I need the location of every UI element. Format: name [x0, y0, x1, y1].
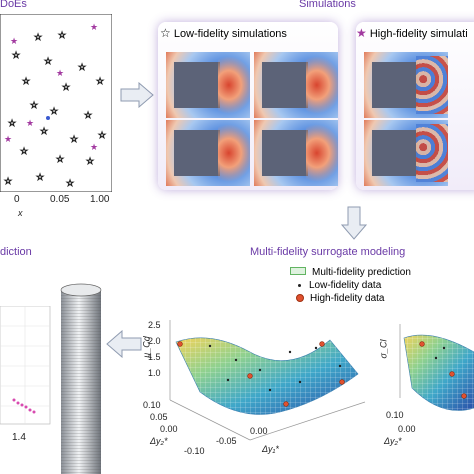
z-tick-1: 2.0	[148, 336, 161, 346]
svg-text:☆: ☆	[56, 154, 64, 164]
front-tick-2: 0.00	[160, 424, 178, 434]
low-fidelity-label: Low-fidelity simulations	[173, 28, 287, 40]
mean-cd-surface-plot	[169, 320, 366, 441]
legend-prediction: Multi-fidelity prediction	[290, 266, 411, 279]
low-fidelity-sim-1	[166, 52, 250, 118]
depth-tick-1: -0.05	[216, 436, 237, 446]
svg-text:☆: ☆	[44, 56, 52, 66]
svg-text:☆: ☆	[30, 100, 38, 110]
svg-text:★: ★	[90, 142, 98, 152]
legend-high: High-fidelity data	[296, 292, 411, 305]
svg-text:☆: ☆	[36, 172, 44, 182]
red-dot-icon	[296, 294, 304, 303]
arrow-down-icon	[341, 206, 367, 240]
surrogate-heading: Multi-fidelity surrogate modeling	[250, 246, 406, 258]
svg-text:☆: ☆	[70, 134, 78, 144]
axis-b-label: Δy₁*	[262, 444, 279, 454]
prediction-plot	[0, 306, 51, 425]
low-fidelity-sim-2	[254, 52, 338, 118]
svg-text:★: ★	[56, 68, 64, 78]
svg-text:☆: ☆	[22, 76, 30, 86]
svg-text:☆: ☆	[58, 30, 66, 40]
filled-star-icon: ★	[356, 26, 367, 40]
right-front-tick-0: 0.10	[386, 410, 404, 420]
z-tick-3: 1.0	[148, 368, 161, 378]
svg-text:☆: ☆	[8, 118, 16, 128]
legend-low: Low-fidelity data	[298, 279, 411, 292]
z-tick-2: 1.5	[148, 352, 161, 362]
axis-a-label: Δy₂*	[150, 436, 168, 446]
doe-points: ☆ ☆ ☆ ☆ ☆ ☆ ☆ ☆ ☆ ☆ ☆ ☆ ☆ ☆ ☆ ☆ ☆ ☆ ☆ ☆ ☆	[4, 30, 107, 189]
svg-text:☆: ☆	[98, 130, 106, 140]
svg-text:☆: ☆	[4, 176, 12, 186]
doe-high-fidelity-points: ★ ★ ★ ★ ★ ★	[4, 22, 98, 152]
high-fidelity-label: High-fidelity simulati	[369, 28, 468, 40]
right-front-tick-1: 0.00	[398, 424, 416, 434]
arrow-right-icon	[120, 82, 154, 108]
svg-text:☆: ☆	[66, 178, 74, 188]
svg-text:☆: ☆	[50, 106, 58, 116]
doe-x-tick-0: 0	[14, 194, 20, 205]
svg-text:★: ★	[90, 22, 98, 32]
svg-text:★: ★	[10, 36, 18, 46]
high-fidelity-sim-2	[364, 120, 448, 186]
svg-text:☆: ☆	[62, 82, 70, 92]
z-axis-label: μ_Cd	[141, 336, 152, 358]
z-tick-0: 2.5	[148, 320, 161, 330]
svg-text:★: ★	[4, 134, 12, 144]
surrogate-legend: Multi-fidelity prediction Low-fidelity d…	[290, 266, 411, 305]
black-dot-icon	[298, 283, 301, 287]
svg-text:☆: ☆	[96, 76, 104, 86]
arrow-left-icon	[106, 330, 142, 358]
simulations-heading: Simulations	[299, 0, 356, 10]
prediction-tick: 1.4	[12, 432, 26, 443]
doe-x-tick-1: 0.05	[50, 194, 70, 205]
depth-tick-2: 0.00	[250, 426, 268, 436]
high-fidelity-panel: ★ High-fidelity simulati	[356, 22, 474, 190]
svg-text:☆: ☆	[12, 50, 20, 60]
doe-scatter-plot: ☆ ☆ ☆ ☆ ☆ ☆ ☆ ☆ ☆ ☆ ☆ ☆ ☆ ☆ ☆ ☆ ☆ ☆ ☆ ☆ ☆ ★ ★ ★ ★ ★ ★	[0, 14, 112, 192]
svg-text:☆: ☆	[34, 32, 42, 42]
svg-text:☆: ☆	[86, 156, 94, 166]
depth-tick-0: -0.10	[184, 446, 205, 456]
cylinder-model	[60, 283, 102, 474]
low-fidelity-sim-3	[166, 120, 250, 186]
mesh-swatch-icon	[290, 267, 306, 275]
svg-text:☆: ☆	[20, 146, 28, 156]
front-tick-1: 0.05	[150, 412, 168, 422]
svg-text:☆: ☆	[84, 110, 92, 120]
prediction-heading: diction	[0, 246, 32, 258]
high-fidelity-label-row: ★ High-fidelity simulati	[356, 26, 468, 40]
front-tick-0: 0.10	[143, 400, 161, 410]
doe-x-label: x	[18, 208, 23, 218]
does-heading: DoEs	[0, 0, 27, 10]
std-cl-surface-plot	[399, 324, 474, 411]
svg-text:☆: ☆	[78, 62, 86, 72]
z-axis-label-right: σ_Cl	[378, 339, 389, 359]
high-fidelity-sim-1	[364, 52, 448, 118]
svg-text:★: ★	[26, 118, 34, 128]
low-fidelity-panel: ☆ Low-fidelity simulations	[158, 22, 338, 190]
svg-text:☆: ☆	[40, 126, 48, 136]
outline-star-icon: ☆	[160, 26, 171, 40]
low-fidelity-sim-4	[254, 120, 338, 186]
low-fidelity-label-row: ☆ Low-fidelity simulations	[160, 26, 287, 40]
doe-x-tick-2: 1.00	[90, 194, 110, 205]
right-axis-a-label: Δy₂*	[384, 436, 402, 446]
